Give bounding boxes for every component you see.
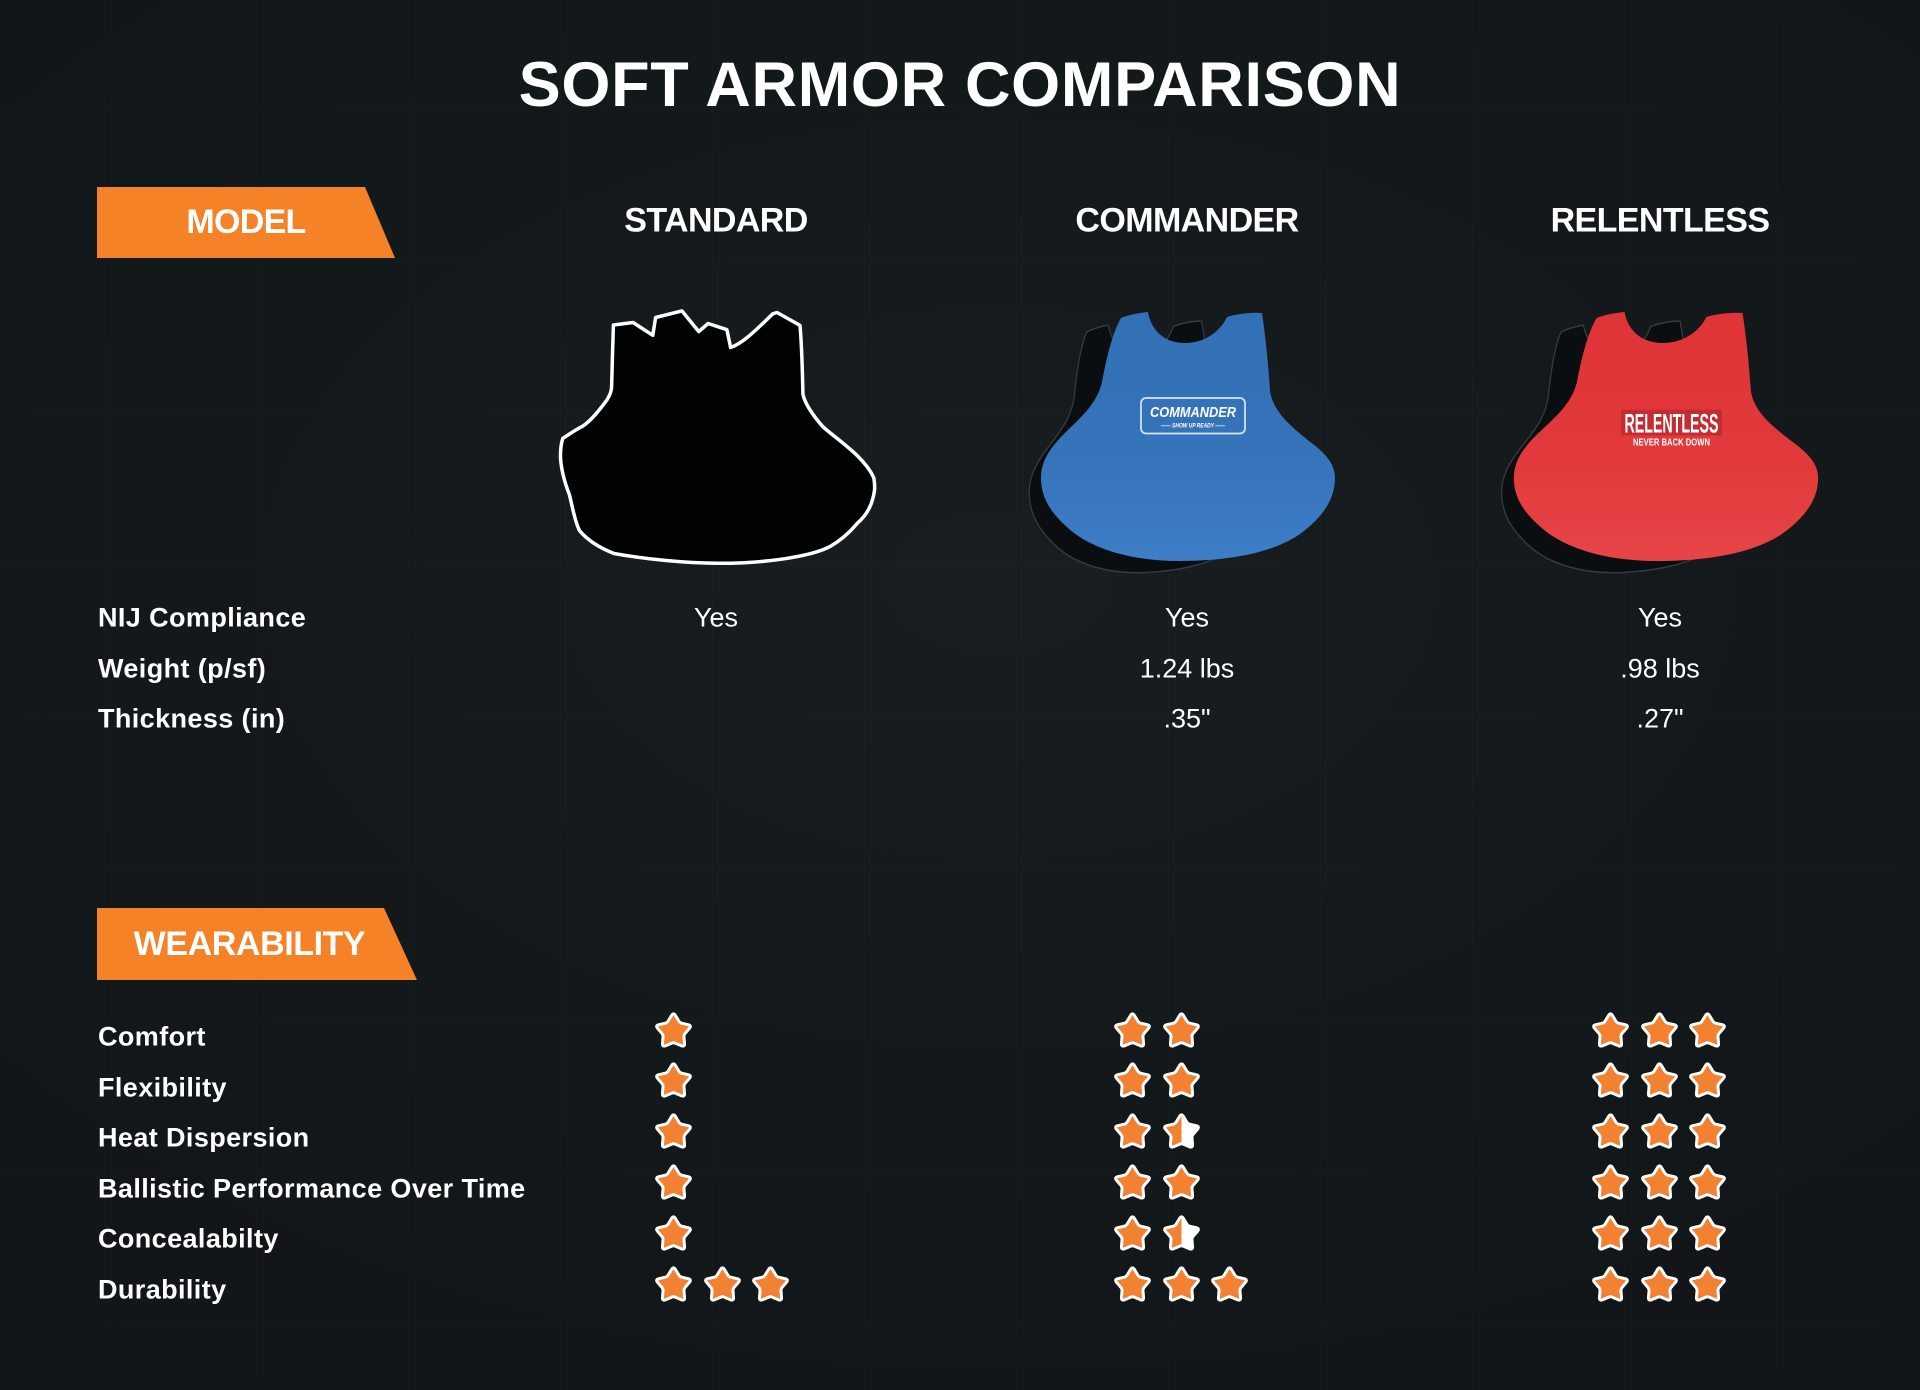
svg-text:NEVER BACK DOWN: NEVER BACK DOWN — [1633, 437, 1710, 449]
svg-text:COMMANDER: COMMANDER — [1150, 404, 1236, 421]
svg-text:RELENTLESS: RELENTLESS — [1625, 409, 1719, 439]
svg-text:—— SHOW UP READY ——: —— SHOW UP READY —— — [1160, 423, 1225, 430]
